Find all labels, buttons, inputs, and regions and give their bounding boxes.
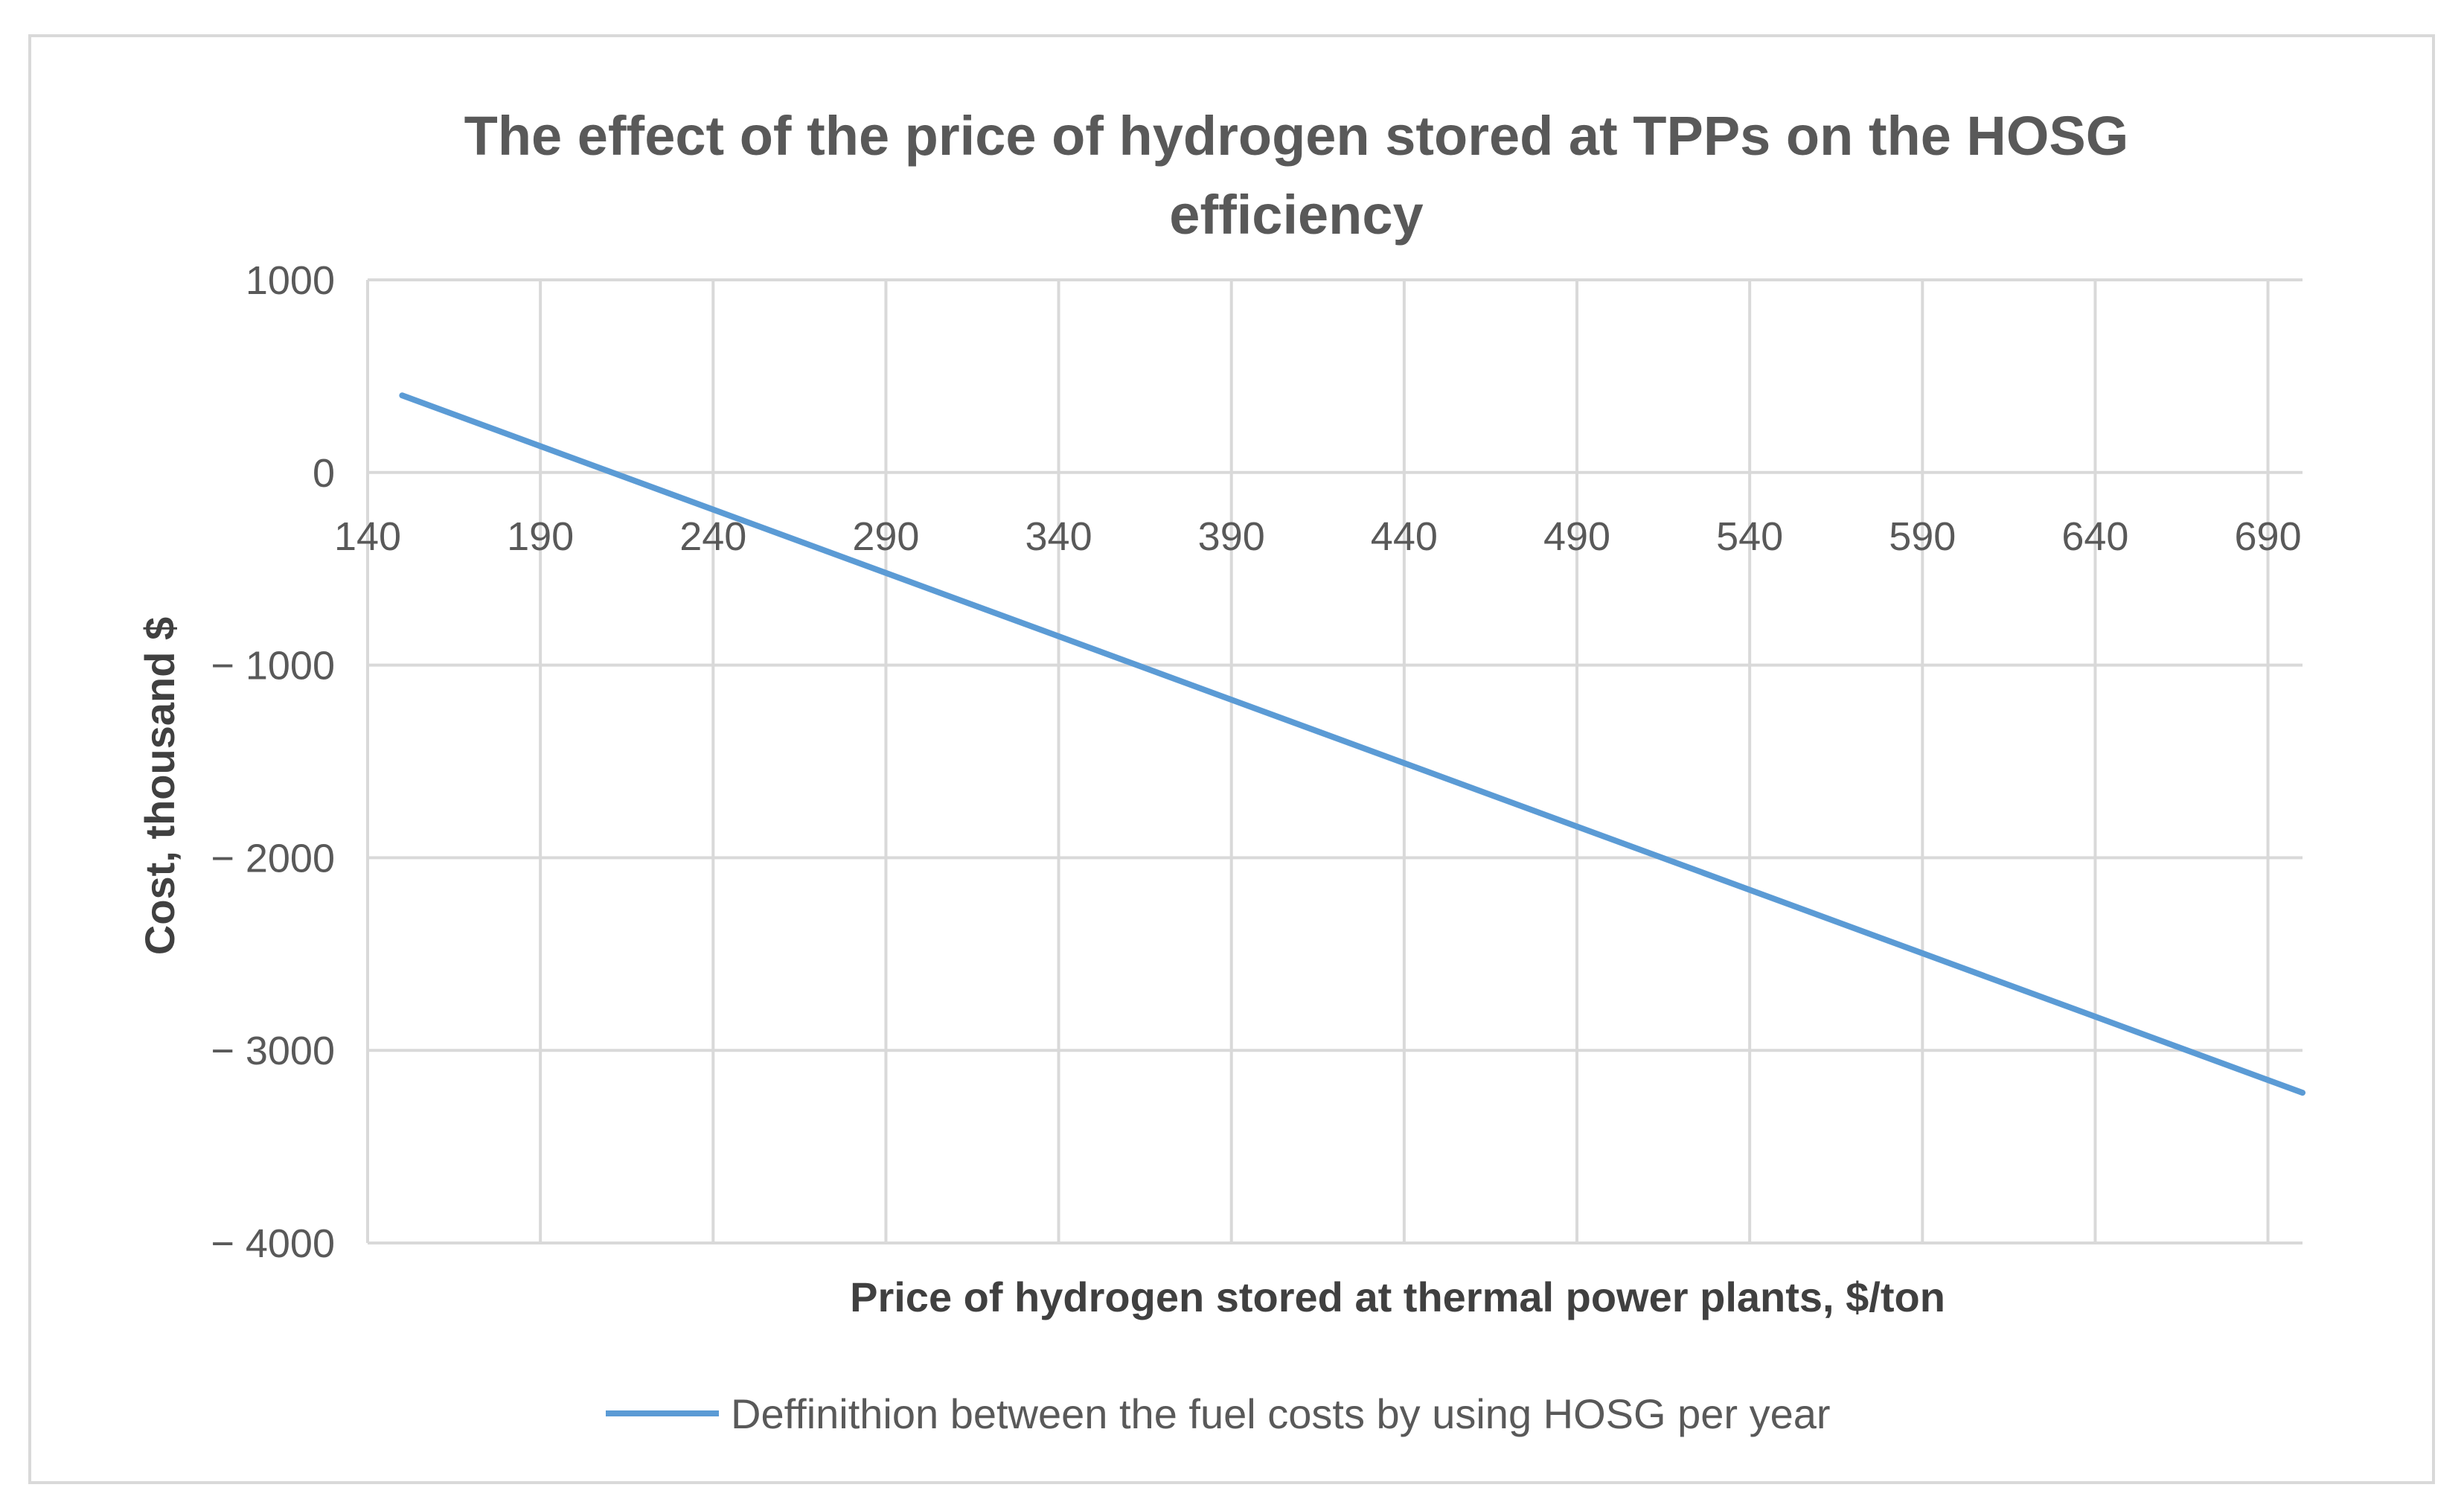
chart-frame: The effect of the price of hydrogen stor… xyxy=(28,34,2435,1484)
grid-lines xyxy=(366,278,2303,1244)
chart-title-line-2: efficiency xyxy=(1169,184,1423,246)
x-tick-label: 340 xyxy=(1025,514,1092,559)
x-tick-label: 140 xyxy=(334,514,401,559)
chart-svg: The effect of the price of hydrogen stor… xyxy=(136,105,2305,1437)
y-axis-ticks: 1000 0 − 1000 − 2000 − 3000 − 4000 xyxy=(211,258,335,1266)
x-tick-label: 690 xyxy=(2235,514,2302,559)
y-tick-label: − 4000 xyxy=(211,1221,335,1266)
legend-label: Deffinithion between the fuel costs by u… xyxy=(731,1390,1831,1437)
x-tick-label: 440 xyxy=(1371,514,1438,559)
x-tick-label: 640 xyxy=(2061,514,2128,559)
series-line xyxy=(399,392,2305,1096)
y-tick-label: − 2000 xyxy=(211,836,335,881)
x-tick-label: 540 xyxy=(1716,514,1783,559)
x-tick-label: 190 xyxy=(507,514,574,559)
y-tick-label: − 1000 xyxy=(211,644,335,688)
x-tick-label: 490 xyxy=(1543,514,1610,559)
x-axis-ticks: 140 190 240 290 340 390 440 490 540 590 640 690 xyxy=(334,514,2302,559)
y-tick-label: 1000 xyxy=(246,258,335,303)
x-tick-label: 390 xyxy=(1198,514,1265,559)
x-tick-label: 240 xyxy=(679,514,746,559)
x-axis-title: Price of hydrogen stored at thermal powe… xyxy=(850,1273,1945,1320)
series-lines xyxy=(399,392,2305,1096)
x-tick-label: 590 xyxy=(1889,514,1956,559)
y-tick-label: − 3000 xyxy=(211,1029,335,1073)
x-tick-label: 290 xyxy=(852,514,919,559)
chart-title-line-1: The effect of the price of hydrogen stor… xyxy=(464,105,2129,167)
y-tick-label: 0 xyxy=(313,451,335,496)
y-axis-title: Cost, thousand $ xyxy=(136,617,183,955)
